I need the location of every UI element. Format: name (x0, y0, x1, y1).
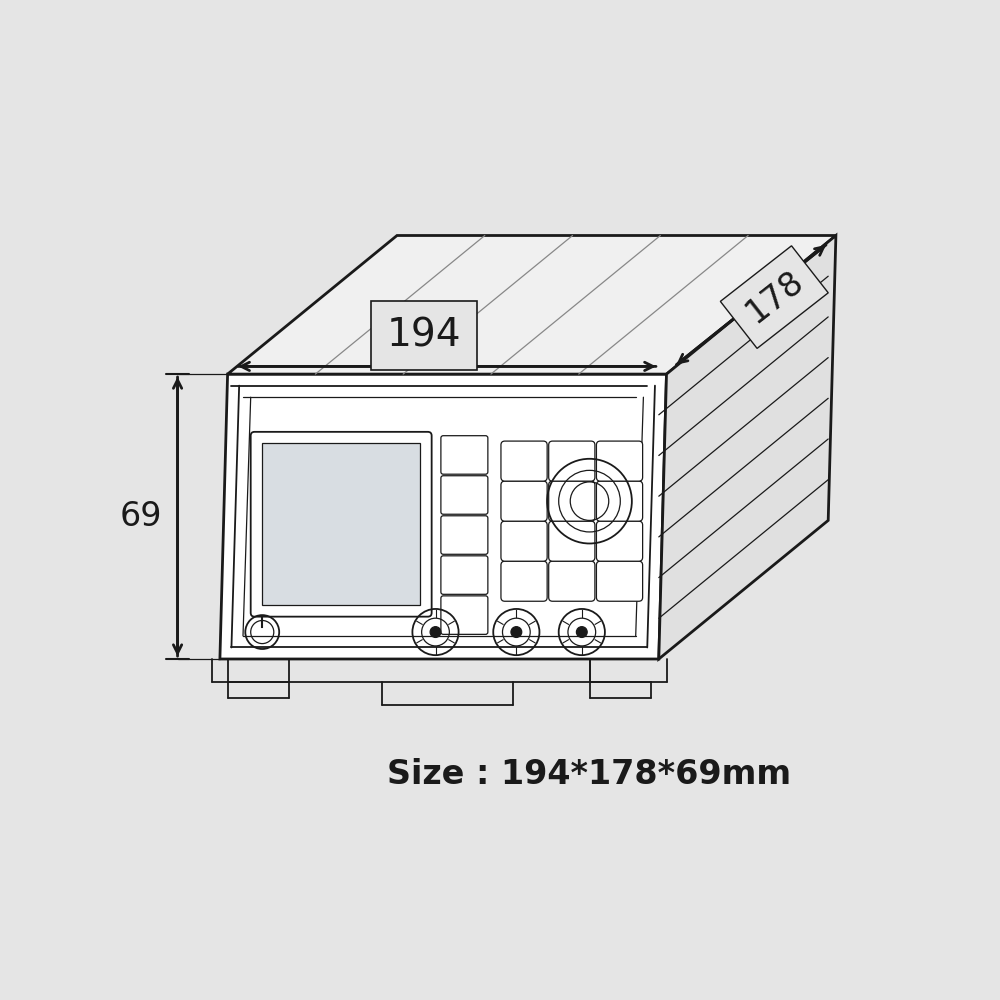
Circle shape (511, 627, 522, 637)
FancyBboxPatch shape (441, 476, 488, 514)
Circle shape (430, 627, 441, 637)
FancyBboxPatch shape (441, 436, 488, 474)
FancyBboxPatch shape (501, 441, 547, 481)
Polygon shape (228, 235, 836, 374)
Polygon shape (659, 235, 836, 659)
FancyBboxPatch shape (549, 441, 595, 481)
FancyBboxPatch shape (549, 521, 595, 561)
FancyBboxPatch shape (441, 596, 488, 634)
Text: 69: 69 (120, 500, 162, 533)
FancyBboxPatch shape (596, 441, 643, 481)
FancyBboxPatch shape (251, 432, 432, 617)
FancyBboxPatch shape (441, 556, 488, 594)
FancyBboxPatch shape (596, 481, 643, 521)
Text: 178: 178 (739, 265, 810, 330)
FancyBboxPatch shape (596, 561, 643, 601)
FancyBboxPatch shape (501, 481, 547, 521)
FancyBboxPatch shape (596, 521, 643, 561)
FancyBboxPatch shape (441, 516, 488, 554)
FancyBboxPatch shape (549, 561, 595, 601)
FancyBboxPatch shape (501, 521, 547, 561)
Circle shape (576, 627, 587, 637)
FancyBboxPatch shape (549, 481, 595, 521)
FancyBboxPatch shape (501, 561, 547, 601)
Text: 194: 194 (387, 317, 461, 355)
Text: Size : 194*178*69mm: Size : 194*178*69mm (387, 758, 792, 791)
Polygon shape (220, 374, 666, 659)
Bar (262, 443, 420, 605)
